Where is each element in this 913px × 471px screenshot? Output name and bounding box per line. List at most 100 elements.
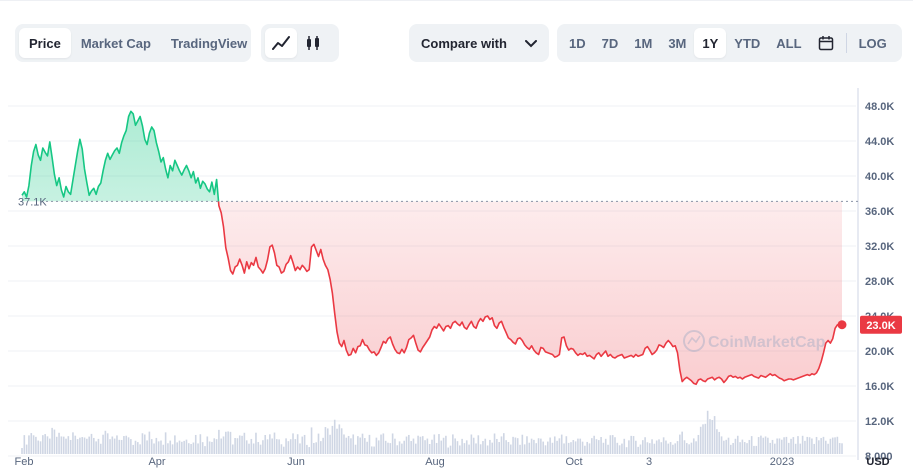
tab-tradingview[interactable]: TradingView xyxy=(170,35,248,51)
compare-with-dropdown[interactable]: Compare with xyxy=(409,28,549,58)
volume-bar xyxy=(76,439,79,454)
volume-bars xyxy=(21,410,843,454)
range-3m[interactable]: 3M xyxy=(668,35,687,51)
volume-bar xyxy=(72,432,74,454)
volume-bar xyxy=(338,424,341,454)
range-ytd[interactable]: YTD xyxy=(734,35,761,51)
volume-bar xyxy=(526,436,528,454)
volume-bar xyxy=(811,438,813,454)
volume-bar xyxy=(834,437,836,454)
volume-bar xyxy=(456,441,459,454)
volume-bar xyxy=(95,441,97,454)
volume-bar xyxy=(42,435,44,454)
volume-bar xyxy=(310,427,313,454)
volume-bar xyxy=(405,436,408,454)
volume-bar xyxy=(435,442,438,454)
candlestick-icon xyxy=(307,36,319,50)
volume-bar xyxy=(655,440,658,454)
volume-bar xyxy=(88,436,90,454)
volume-bar xyxy=(778,438,781,454)
volume-bar xyxy=(48,438,51,454)
range-7d[interactable]: 7D xyxy=(601,35,619,51)
volume-bar xyxy=(271,438,273,454)
volume-bar xyxy=(625,447,628,454)
log-scale-toggle[interactable]: LOG xyxy=(858,35,887,51)
volume-bar xyxy=(537,438,540,454)
volume-bar xyxy=(468,444,470,454)
volume-bar xyxy=(523,444,526,454)
volume-bar xyxy=(588,443,591,454)
volume-bar xyxy=(818,440,820,454)
volume-bar xyxy=(750,436,753,454)
volume-bar xyxy=(822,436,825,454)
volume-bar xyxy=(683,440,686,454)
volume-bar xyxy=(746,443,748,454)
volume-bar xyxy=(206,436,209,454)
volume-bar xyxy=(465,440,468,454)
volume-bar xyxy=(303,434,306,454)
volume-bar xyxy=(551,442,554,454)
x-tick-label: Apr xyxy=(148,456,165,468)
volume-bar xyxy=(669,442,672,454)
volume-bar xyxy=(234,438,236,454)
volume-bar xyxy=(345,437,348,454)
volume-bar xyxy=(503,433,505,454)
volume-bar xyxy=(273,432,276,454)
volume-bar xyxy=(116,435,118,454)
volume-bar xyxy=(486,445,489,454)
volume-bar xyxy=(391,433,394,454)
volume-bar xyxy=(192,442,195,454)
range-1m[interactable]: 1M xyxy=(634,35,653,51)
candlestick-button[interactable] xyxy=(297,28,329,58)
volume-bar xyxy=(25,444,28,454)
volume-bar xyxy=(225,431,227,454)
volume-bar xyxy=(220,438,223,454)
volume-bar xyxy=(37,440,40,454)
volume-bar xyxy=(641,440,644,454)
y-tick-label: 36.0K xyxy=(865,206,894,218)
range-1y[interactable]: 1Y xyxy=(694,28,727,58)
volume-bar xyxy=(259,444,262,454)
volume-bar xyxy=(748,439,751,454)
volume-bar xyxy=(440,440,443,454)
volume-bar xyxy=(167,443,169,454)
volume-bar xyxy=(222,436,225,454)
volume-bar xyxy=(563,443,565,454)
volume-bar xyxy=(194,434,197,454)
volume-bar xyxy=(160,440,162,454)
volume-bar xyxy=(262,440,264,454)
volume-bar xyxy=(361,433,364,454)
tab-price[interactable]: Price xyxy=(19,28,71,58)
y-tick-label: 8,000 xyxy=(865,451,893,463)
volume-bar xyxy=(804,440,806,454)
tab-market-cap[interactable]: Market Cap xyxy=(80,35,151,51)
volume-bar xyxy=(780,439,783,454)
volume-bar xyxy=(549,437,551,454)
volume-bar xyxy=(477,435,480,454)
volume-bar xyxy=(113,438,116,454)
line-chart-button[interactable] xyxy=(265,28,297,58)
volume-bar xyxy=(820,438,822,454)
range-all[interactable]: ALL xyxy=(776,35,802,51)
volume-bar xyxy=(157,441,160,454)
volume-bar xyxy=(600,437,602,454)
volume-bar xyxy=(282,446,285,454)
volume-bar xyxy=(350,438,352,454)
date-picker-button[interactable] xyxy=(810,28,842,58)
volume-bar xyxy=(507,442,510,454)
volume-bar xyxy=(769,442,771,454)
volume-bar xyxy=(790,438,792,454)
volume-bar xyxy=(387,442,389,454)
volume-bar xyxy=(556,440,558,454)
volume-bar xyxy=(408,434,410,454)
range-1d[interactable]: 1D xyxy=(569,35,586,51)
volume-bar xyxy=(730,444,732,454)
volume-bar xyxy=(755,445,758,454)
volume-bar xyxy=(324,427,327,454)
volume-bar xyxy=(412,438,415,454)
volume-bar xyxy=(169,440,172,454)
volume-bar xyxy=(801,435,804,454)
volume-bar xyxy=(621,443,623,454)
volume-bar xyxy=(197,443,199,454)
